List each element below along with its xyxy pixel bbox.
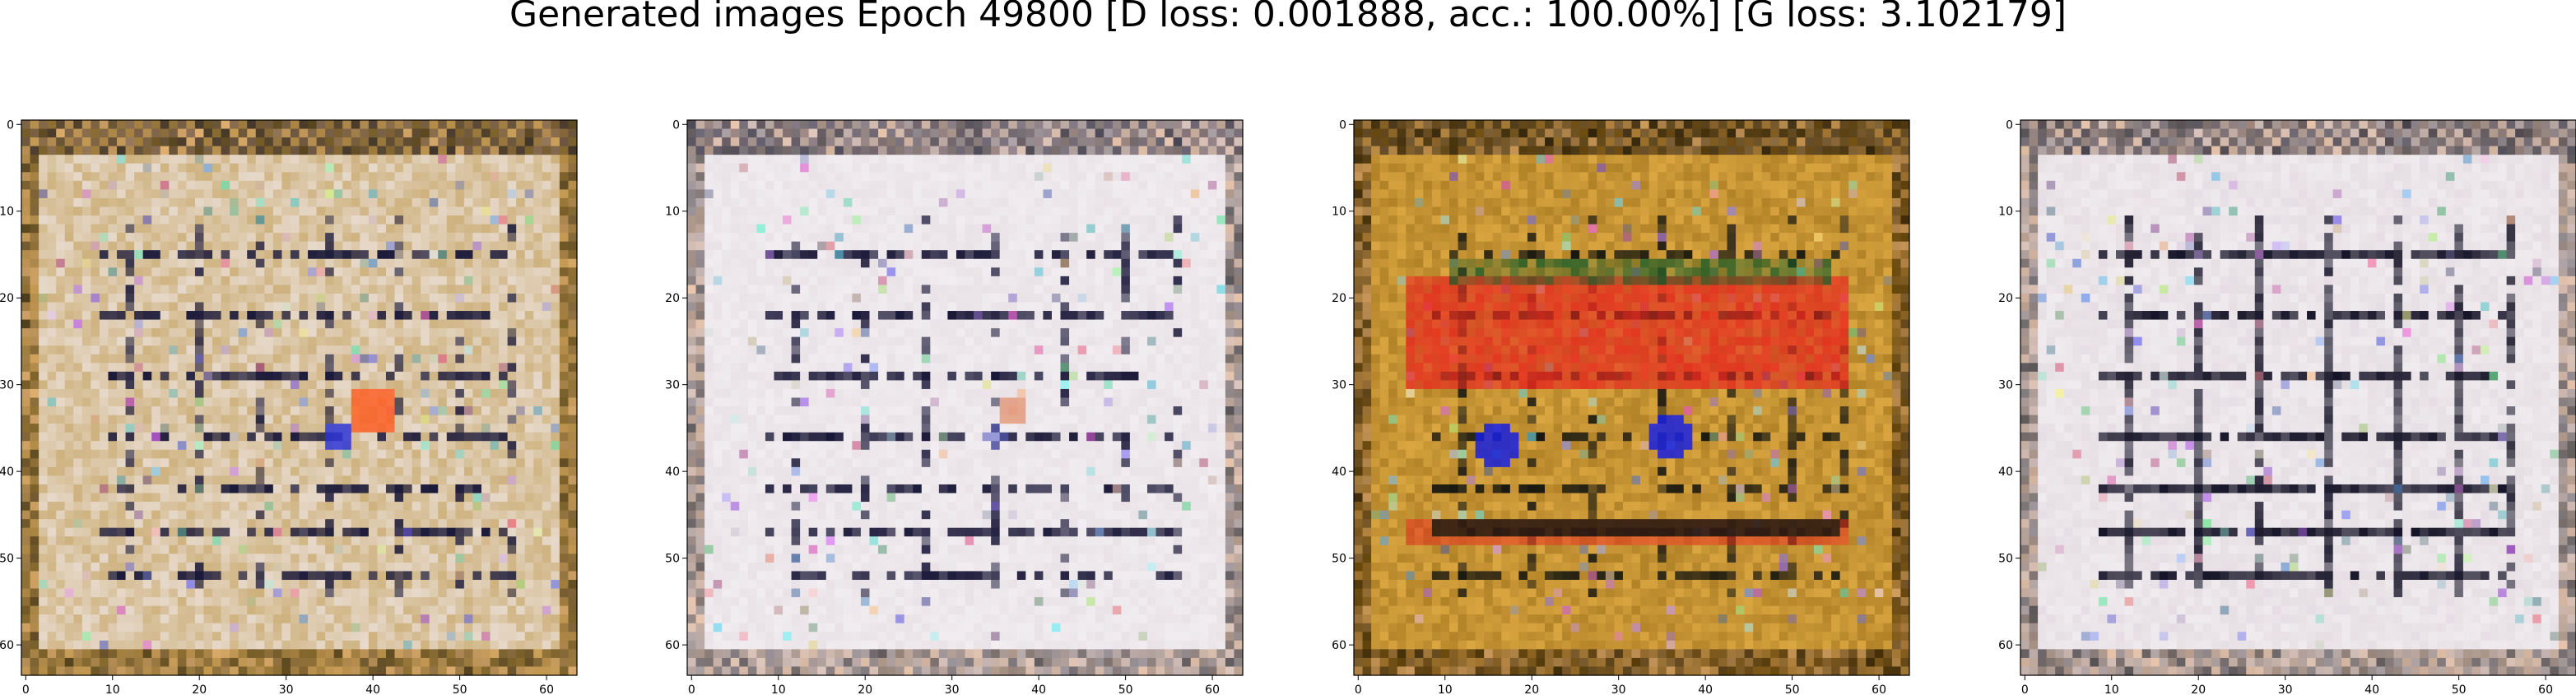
image-panel-2: 0 10 20 30 40 50 60 0 10 20 30 40 50 60 [665, 118, 1244, 695]
image-panel-4: 0 10 20 30 40 50 60 0 10 20 30 40 50 60 [1998, 118, 2576, 695]
y-tick-label: 10 [1332, 206, 1346, 219]
y-tick-label: 0 [2006, 118, 2013, 132]
pixel-grid [1354, 120, 1910, 676]
y-tick-label: 30 [0, 379, 14, 392]
y-tick-label: 40 [1998, 466, 2013, 479]
x-tick-label: 50 [1785, 683, 1800, 695]
x-tick-label: 0 [1355, 683, 1362, 695]
y-tick-label: 10 [1998, 206, 2013, 219]
x-tick-label: 50 [453, 683, 467, 695]
x-tick-label: 20 [858, 683, 872, 695]
x-tick-label: 50 [2452, 683, 2467, 695]
x-tick-label: 30 [945, 683, 960, 695]
y-tick-label: 50 [0, 553, 14, 566]
pixel-grid [687, 120, 1244, 676]
y-tick-label: 0 [672, 118, 680, 132]
x-tick-label: 40 [1698, 683, 1713, 695]
x-tick-label: 10 [771, 683, 786, 695]
y-tick-label: 0 [7, 118, 14, 132]
x-tick-label: 40 [1031, 683, 1046, 695]
y-tick-label: 30 [1998, 379, 2013, 392]
x-tick-label: 60 [1205, 683, 1220, 695]
x-tick-label: 30 [279, 683, 294, 695]
x-tick-label: 20 [192, 683, 207, 695]
y-tick-label: 30 [1332, 379, 1346, 392]
y-tick-label: 50 [1332, 553, 1346, 566]
y-tick-label: 50 [665, 553, 680, 566]
pixel-grid [21, 120, 578, 676]
x-tick-label: 60 [539, 683, 554, 695]
x-tick-label: 0 [688, 683, 695, 695]
x-tick-label: 40 [365, 683, 380, 695]
x-tick-label: 20 [1524, 683, 1539, 695]
y-tick-label: 40 [0, 466, 14, 479]
y-tick-label: 40 [1332, 466, 1346, 479]
y-tick-label: 30 [665, 379, 680, 392]
y-tick-label: 20 [1332, 292, 1346, 305]
x-tick-label: 30 [2278, 683, 2293, 695]
x-tick-label: 50 [1118, 683, 1133, 695]
x-tick-label: 0 [2021, 683, 2029, 695]
x-tick-label: 20 [2191, 683, 2206, 695]
y-tick-label: 60 [665, 639, 680, 652]
x-tick-label: 10 [2104, 683, 2119, 695]
y-tick-label: 0 [1339, 118, 1346, 132]
x-tick-label: 60 [2538, 683, 2553, 695]
x-tick-label: 10 [1438, 683, 1453, 695]
y-tick-label: 50 [1998, 553, 2013, 566]
pixel-grid [2020, 120, 2576, 676]
x-tick-label: 0 [22, 683, 30, 695]
x-tick-label: 40 [2364, 683, 2379, 695]
y-tick-label: 20 [665, 292, 680, 305]
y-tick-label: 60 [1332, 639, 1346, 652]
y-tick-label: 60 [0, 639, 14, 652]
image-panel-1: 0 10 20 30 40 50 60 0 10 20 30 40 50 60 [0, 118, 578, 695]
image-panel-3: 0 10 20 30 40 50 60 0 10 20 30 40 50 60 [1332, 118, 1910, 695]
x-tick-label: 10 [105, 683, 120, 695]
y-tick-label: 60 [1998, 639, 2013, 652]
y-tick-label: 10 [0, 206, 14, 219]
y-tick-label: 20 [1998, 292, 2013, 305]
y-tick-label: 20 [0, 292, 14, 305]
y-tick-label: 40 [665, 466, 680, 479]
y-tick-label: 10 [665, 206, 680, 219]
x-tick-label: 60 [1872, 683, 1886, 695]
x-tick-label: 30 [1611, 683, 1626, 695]
